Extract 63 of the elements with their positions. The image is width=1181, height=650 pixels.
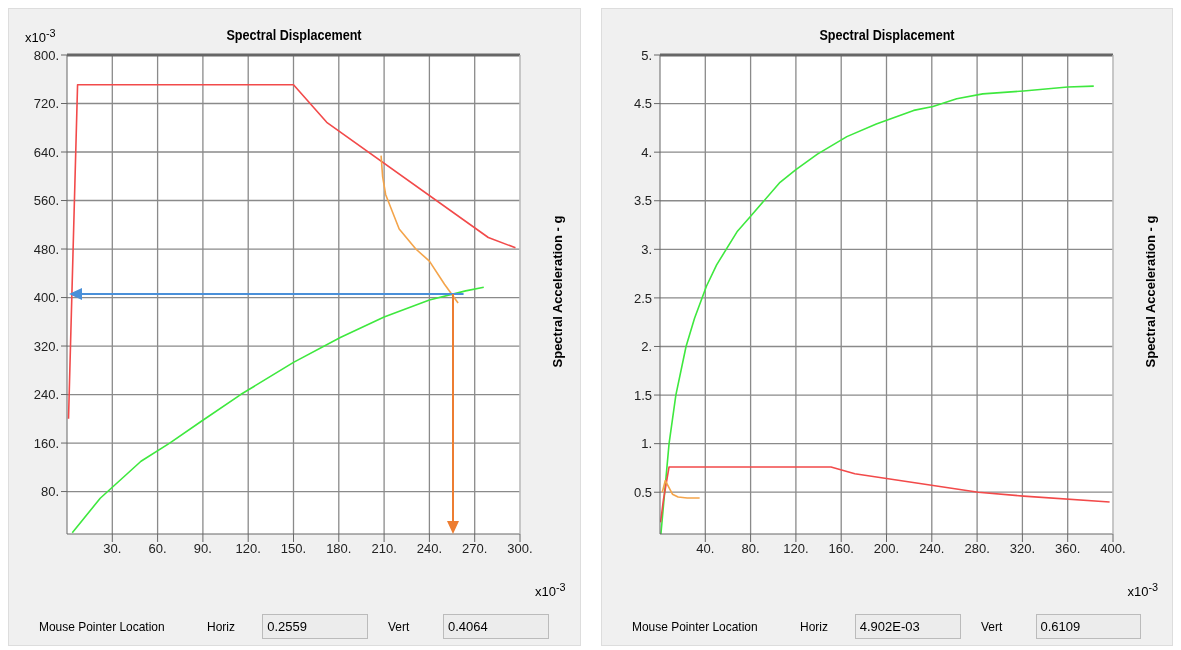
chart-title: Spectral Displacement xyxy=(225,27,363,43)
x-tick-label: 120. xyxy=(235,541,261,557)
x-tick-label: 40. xyxy=(695,541,714,557)
y-tick-label: 1.5 xyxy=(633,387,652,403)
x-tick-label: 400. xyxy=(1099,541,1126,557)
x-tick-label: 210. xyxy=(371,541,397,557)
text: x10$^{-3}$ xyxy=(25,27,56,46)
text: x10$^{-3}$ xyxy=(535,581,566,600)
text: x10$^{-3}$ xyxy=(1127,581,1159,600)
x-tick-label: 320. xyxy=(1009,541,1035,557)
x-tick-label: 60. xyxy=(148,541,167,557)
line-series xyxy=(659,85,1095,534)
x-tick-label: 240. xyxy=(416,541,443,557)
line-series xyxy=(67,83,517,420)
x-tick-label: 280. xyxy=(963,541,990,557)
x-tick-label: 200. xyxy=(873,541,899,557)
line-series xyxy=(380,154,459,304)
y-tick-label: 1. xyxy=(640,436,652,452)
text: 0.6109 xyxy=(1035,614,1142,639)
text: 4.902E-03 xyxy=(854,614,961,639)
y-tick-label: 560. xyxy=(33,193,59,209)
y-tick-label: 240. xyxy=(33,387,59,403)
x-tick-label: 80. xyxy=(741,541,760,557)
text: Vert xyxy=(980,619,1004,634)
x-tick-label: 180. xyxy=(326,541,352,557)
y-tick-label: 480. xyxy=(33,241,59,257)
x-tick-label: 30. xyxy=(103,541,122,557)
x-tick-label: 150. xyxy=(280,541,307,557)
y-tick-label: 0.5 xyxy=(633,484,652,500)
y-tick-label: 2.5 xyxy=(633,290,652,306)
text: Horiz xyxy=(799,619,829,634)
y-tick-label: 3.5 xyxy=(633,193,652,209)
y-tick-label: 160. xyxy=(33,435,59,451)
text: Horiz xyxy=(207,619,237,634)
y-tick-label: 720. xyxy=(33,96,59,112)
y-tick-label: 3. xyxy=(640,241,652,257)
x-tick-label: 300. xyxy=(507,541,533,557)
text: 0.2559 xyxy=(262,614,369,639)
text: 0.4064 xyxy=(443,614,549,639)
x-tick-label: 90. xyxy=(193,541,212,557)
y-tick-label: 80. xyxy=(40,484,59,500)
x-tick-label: 270. xyxy=(462,541,488,557)
y-tick-label: 800. xyxy=(33,47,59,63)
x-tick-label: 240. xyxy=(918,541,944,557)
line-series xyxy=(660,479,700,499)
line-series xyxy=(71,286,485,534)
text: Vert xyxy=(388,619,411,634)
y-tick-label: 320. xyxy=(33,338,59,354)
y-tick-label: 4.5 xyxy=(633,96,652,112)
y-tick-label: 400. xyxy=(33,290,59,306)
y-tick-label: 5. xyxy=(640,47,652,63)
chart-title: Spectral Displacement xyxy=(817,27,956,43)
y-axis-title: Spectral Acceleration - g xyxy=(550,215,566,368)
line-series xyxy=(659,466,1110,524)
x-tick-label: 360. xyxy=(1054,541,1080,557)
text: Mouse Pointer Location xyxy=(39,619,166,634)
y-tick-label: 640. xyxy=(33,144,59,160)
y-axis-title: Spectral Acceleration - g xyxy=(1143,215,1158,368)
y-tick-label: 4. xyxy=(640,144,652,160)
x-tick-label: 160. xyxy=(828,541,854,557)
text: Mouse Pointer Location xyxy=(631,619,759,634)
x-tick-label: 120. xyxy=(782,541,809,557)
y-tick-label: 2. xyxy=(640,339,652,355)
